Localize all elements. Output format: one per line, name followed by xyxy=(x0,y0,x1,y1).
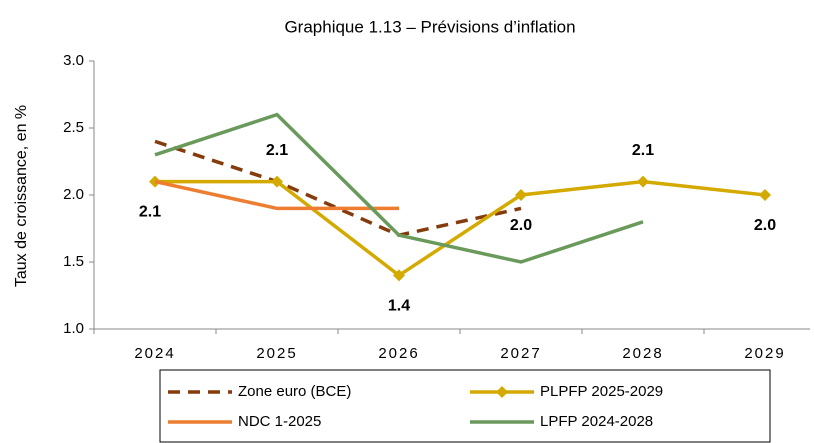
y-tick-label: 3.0 xyxy=(63,52,84,69)
data-label: 2.1 xyxy=(266,142,288,159)
y-axis-label: Taux de croissance, en % xyxy=(13,105,30,287)
x-tick-label: 2024 xyxy=(134,345,175,362)
y-tick-label: 1.5 xyxy=(63,253,84,270)
marker xyxy=(271,175,283,188)
marker xyxy=(515,189,527,201)
legend-marker xyxy=(496,386,508,398)
series-line xyxy=(154,179,399,211)
series-line xyxy=(155,179,766,278)
x-tick-label: 2025 xyxy=(256,345,297,362)
data-label: 2.1 xyxy=(139,204,161,221)
x-tick-label: 2029 xyxy=(744,345,785,362)
series-line xyxy=(154,112,644,264)
x-tick-label: 2027 xyxy=(500,345,541,362)
marker xyxy=(637,175,649,188)
data-label: 1.4 xyxy=(388,297,410,314)
x-tick-label: 2028 xyxy=(622,345,663,362)
series-line xyxy=(154,139,522,238)
data-label: 2.0 xyxy=(510,217,532,234)
chart-title: Graphique 1.13 – Prévisions d’inflation xyxy=(284,17,575,36)
legend-box xyxy=(159,369,771,443)
legend-label: NDC 1-2025 xyxy=(238,413,321,430)
legend-label: Zone euro (BCE) xyxy=(238,383,351,400)
x-tick-label: 2026 xyxy=(378,345,419,362)
marker xyxy=(393,269,405,282)
y-tick-label: 2.5 xyxy=(63,119,84,136)
legend-label: LPFP 2024-2028 xyxy=(540,413,653,430)
data-label: 2.1 xyxy=(632,142,654,159)
y-tick-label: 1.0 xyxy=(63,320,84,337)
data-label: 2.0 xyxy=(754,217,776,234)
marker xyxy=(759,189,771,201)
y-tick-label: 2.0 xyxy=(63,186,84,203)
legend-label: PLPFP 2025-2029 xyxy=(540,383,663,400)
